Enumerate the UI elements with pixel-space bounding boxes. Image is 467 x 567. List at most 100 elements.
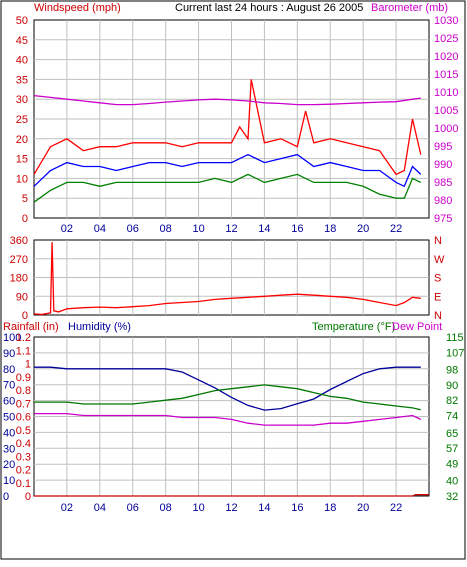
direction-compass-tick-label: S (434, 273, 441, 285)
wind-panel-x-tick-label: 20 (357, 223, 369, 235)
climate-panel-x-tick-label: 20 (357, 502, 369, 514)
direction-series-line (33, 242, 421, 316)
temperature-tick-label: 32 (446, 491, 458, 503)
wind-panel-x-tick-label: 08 (160, 223, 172, 235)
rainfall-tick-label: 0.1 (16, 478, 31, 490)
min-series-line (33, 173, 422, 203)
humidity-tick-label: 70 (3, 380, 15, 392)
climate-panel-x-tick-label: 14 (258, 502, 270, 514)
barometer-tick-label: 980 (434, 195, 452, 207)
chart-title: Current last 24 hours : August 26 2005 (175, 2, 363, 14)
barometer-tick-label: 985 (434, 177, 452, 189)
temperature-tick-label: 107 (446, 347, 464, 359)
barometer-tick-label: 1005 (434, 105, 458, 117)
wind-panel-x-tick-label: 12 (225, 223, 237, 235)
humidity-axis-label: Humidity (%) (68, 321, 131, 333)
windspeed-tick-label: 10 (16, 173, 28, 185)
direction-degree-tick-label: 180 (10, 273, 28, 285)
direction-compass-tick-label: N (434, 310, 442, 322)
rainfall-tick-label: 0.4 (16, 438, 31, 450)
humidity-tick-label: 40 (3, 427, 15, 439)
climate-panel-x-tick-label: 16 (291, 502, 303, 514)
windspeed-tick-label: 25 (16, 114, 28, 126)
windspeed-tick-label: 45 (16, 35, 28, 47)
temperature-tick-label: 57 (446, 443, 458, 455)
rainfall-tick-label: 0.5 (16, 425, 31, 437)
direction-degree-tick-label: 90 (16, 291, 28, 303)
windspeed-tick-label: 35 (16, 74, 28, 86)
climate-panel-x-tick-label: 04 (94, 502, 106, 514)
windspeed-axis-label: Windspeed (mph) (34, 2, 121, 14)
barometer-tick-label: 1015 (434, 69, 458, 81)
barometer-series-line (33, 94, 421, 106)
direction-compass-tick-label: E (434, 291, 441, 303)
dewpoint-axis-label: Dew Point (392, 321, 442, 333)
humidity-tick-label: 30 (3, 443, 15, 455)
wind-panel-x-tick-label: 22 (390, 223, 402, 235)
dewpoint-series-line (34, 412, 422, 426)
humidity-series-line (34, 366, 421, 411)
barometer-tick-label: 1030 (434, 15, 458, 27)
windspeed-tick-label: 15 (16, 154, 28, 166)
rainfall-tick-label: 0.9 (16, 372, 31, 384)
humidity-tick-label: 80 (3, 364, 15, 376)
windspeed-tick-label: 5 (22, 193, 28, 205)
barometer-tick-label: 975 (434, 213, 452, 225)
temperature-tick-label: 74 (446, 411, 458, 423)
windspeed-tick-label: 40 (16, 55, 28, 67)
barometer-tick-label: 1010 (434, 87, 458, 99)
rainfall-tick-label: 1.2 (16, 332, 31, 344)
climate-panel-x-tick-label: 08 (160, 502, 172, 514)
barometer-tick-label: 1025 (434, 33, 458, 45)
wind-panel-x-tick-label: 16 (291, 223, 303, 235)
temperature-tick-label: 65 (446, 428, 458, 440)
climate-panel-x-tick-label: 10 (192, 502, 204, 514)
direction-degree-tick-label: 360 (10, 235, 28, 247)
temperature-tick-label: 82 (446, 395, 458, 407)
temperature-tick-label: 40 (446, 476, 458, 488)
windspeed-tick-label: 0 (22, 213, 28, 225)
rainfall-tick-label: 1 (25, 359, 31, 371)
rainfall-tick-label: 0.2 (16, 465, 31, 477)
humidity-tick-label: 90 (3, 348, 15, 360)
climate-panel-x-tick-label: 02 (61, 502, 73, 514)
humidity-tick-label: 50 (3, 412, 15, 424)
temperature-axis-label: Temperature (°F) (312, 321, 395, 333)
rain-series-line (34, 494, 429, 497)
rainfall-tick-label: 0.3 (16, 451, 31, 463)
speed-series-line (33, 153, 422, 188)
temperature-series-line (34, 384, 421, 411)
windspeed-tick-label: 30 (16, 94, 28, 106)
barometer-axis-label: Barometer (mb) (371, 2, 448, 14)
direction-compass-tick-label: W (434, 254, 445, 266)
barometer-tick-label: 1000 (434, 123, 458, 135)
rainfall-tick-label: 0.8 (16, 385, 31, 397)
climate-panel-x-tick-label: 18 (324, 502, 336, 514)
barometer-tick-label: 990 (434, 159, 452, 171)
wind-panel-x-tick-label: 18 (324, 223, 336, 235)
windspeed-tick-label: 50 (16, 15, 28, 27)
humidity-tick-label: 0 (3, 491, 9, 503)
wind-panel-x-tick-label: 02 (61, 223, 73, 235)
windspeed-tick-label: 20 (16, 134, 28, 146)
humidity-tick-label: 100 (3, 332, 21, 344)
climate-panel-x-tick-label: 12 (225, 502, 237, 514)
humidity-tick-label: 60 (3, 396, 15, 408)
temperature-tick-label: 90 (446, 380, 458, 392)
direction-compass-tick-label: N (434, 235, 442, 247)
wind-panel-x-tick-label: 06 (127, 223, 139, 235)
temperature-tick-label: 115 (446, 332, 464, 344)
humidity-tick-label: 10 (3, 475, 15, 487)
direction-degree-tick-label: 0 (22, 310, 28, 322)
temperature-tick-label: 49 (446, 458, 458, 470)
barometer-tick-label: 995 (434, 141, 452, 153)
gust-series-line (33, 79, 422, 176)
wind-panel-x-tick-label: 10 (192, 223, 204, 235)
climate-panel-x-tick-label: 22 (390, 502, 402, 514)
rainfall-axis-label: Rainfall (in) (3, 321, 59, 333)
rainfall-tick-label: 0 (25, 491, 31, 503)
humidity-tick-label: 20 (3, 459, 15, 471)
wind-panel-x-tick-label: 14 (258, 223, 270, 235)
